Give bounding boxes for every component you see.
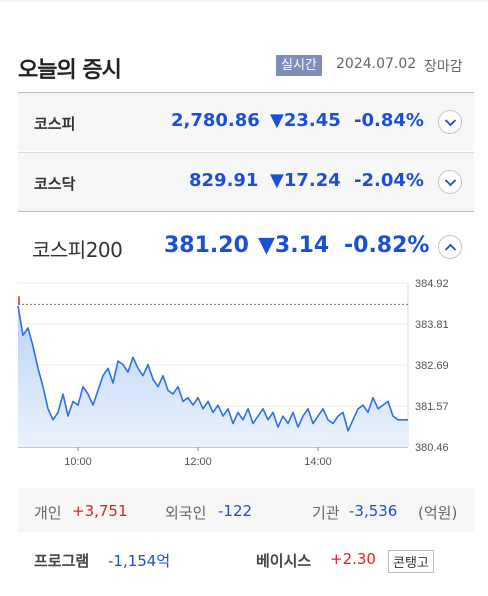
investor-summary: 개인 +3,751 외국인 -122 기관 -3,536 (억원)	[18, 488, 474, 532]
series-line	[17, 305, 408, 432]
contango-tag[interactable]: 콘탱고	[388, 550, 434, 573]
index-change: ▼23.45	[270, 110, 341, 131]
x-tick-label: 10:00	[64, 456, 92, 468]
index-percent: -0.82%	[344, 233, 430, 258]
realtime-badge: 실시간	[276, 55, 322, 76]
chevron-down-icon	[444, 179, 457, 187]
foreign-value: -122	[218, 502, 253, 520]
x-tick-label: 12:00	[184, 456, 212, 468]
institution-value: -3,536	[349, 502, 398, 520]
y-tick-label: 382.69	[415, 360, 449, 372]
index-row-kosdaq[interactable]: 코스닥 829.91 ▼17.24 -2.04%	[18, 153, 474, 211]
expand-button[interactable]	[438, 170, 462, 194]
foreign-label: 외국인	[165, 504, 207, 522]
market-date: 2024.07.02	[336, 56, 417, 72]
program-label: 프로그램	[34, 552, 90, 570]
chevron-down-icon	[444, 119, 457, 127]
divider	[18, 211, 474, 212]
index-change: ▼17.24	[270, 170, 341, 191]
divider	[18, 152, 474, 153]
y-tick-label: 383.81	[415, 319, 449, 331]
y-tick-label: 380.46	[415, 442, 449, 454]
index-percent: -2.04%	[354, 170, 424, 191]
top-border	[0, 0, 488, 2]
kospi200-intraday-chart: 384.92 383.81 382.69 381.57 380.46 10:00 12:00…	[17, 278, 449, 468]
index-change: ▼3.14	[258, 233, 330, 258]
index-row-kospi200[interactable]: 코스피200 381.20 ▼3.14 -0.82%	[18, 222, 474, 272]
chevron-up-icon	[444, 243, 457, 251]
page-title: 오늘의 증시	[18, 58, 122, 83]
index-percent: -0.84%	[354, 110, 424, 131]
x-tick-label: 14:00	[304, 456, 332, 468]
program-basis-row: 프로그램 -1,154억 베이시스 +2.30 콘탱고	[18, 546, 474, 576]
unit-label: (억원)	[418, 504, 458, 522]
market-header: 오늘의 증시 실시간 2024.07.02 장마감	[18, 52, 474, 86]
index-name: 코스닥	[34, 175, 76, 193]
individual-label: 개인	[34, 504, 62, 522]
expand-button[interactable]	[438, 110, 462, 134]
individual-value: +3,751	[72, 502, 128, 520]
y-tick-label: 381.57	[415, 401, 449, 413]
collapse-button[interactable]	[438, 235, 462, 259]
series-area	[18, 305, 408, 447]
index-value: 381.20	[164, 233, 249, 258]
divider	[18, 92, 474, 93]
institution-label: 기관	[312, 504, 340, 522]
index-value: 829.91	[189, 170, 259, 191]
y-tick-label: 384.92	[415, 278, 449, 290]
market-status: 장마감	[424, 59, 463, 75]
index-name: 코스피	[34, 115, 76, 133]
basis-value: +2.30	[330, 550, 376, 568]
index-row-kospi[interactable]: 코스피 2,780.86 ▼23.45 -0.84%	[18, 93, 474, 151]
index-name: 코스피200	[32, 238, 123, 262]
program-value: -1,154억	[108, 552, 171, 570]
basis-label: 베이시스	[256, 552, 312, 570]
index-value: 2,780.86	[171, 110, 260, 131]
